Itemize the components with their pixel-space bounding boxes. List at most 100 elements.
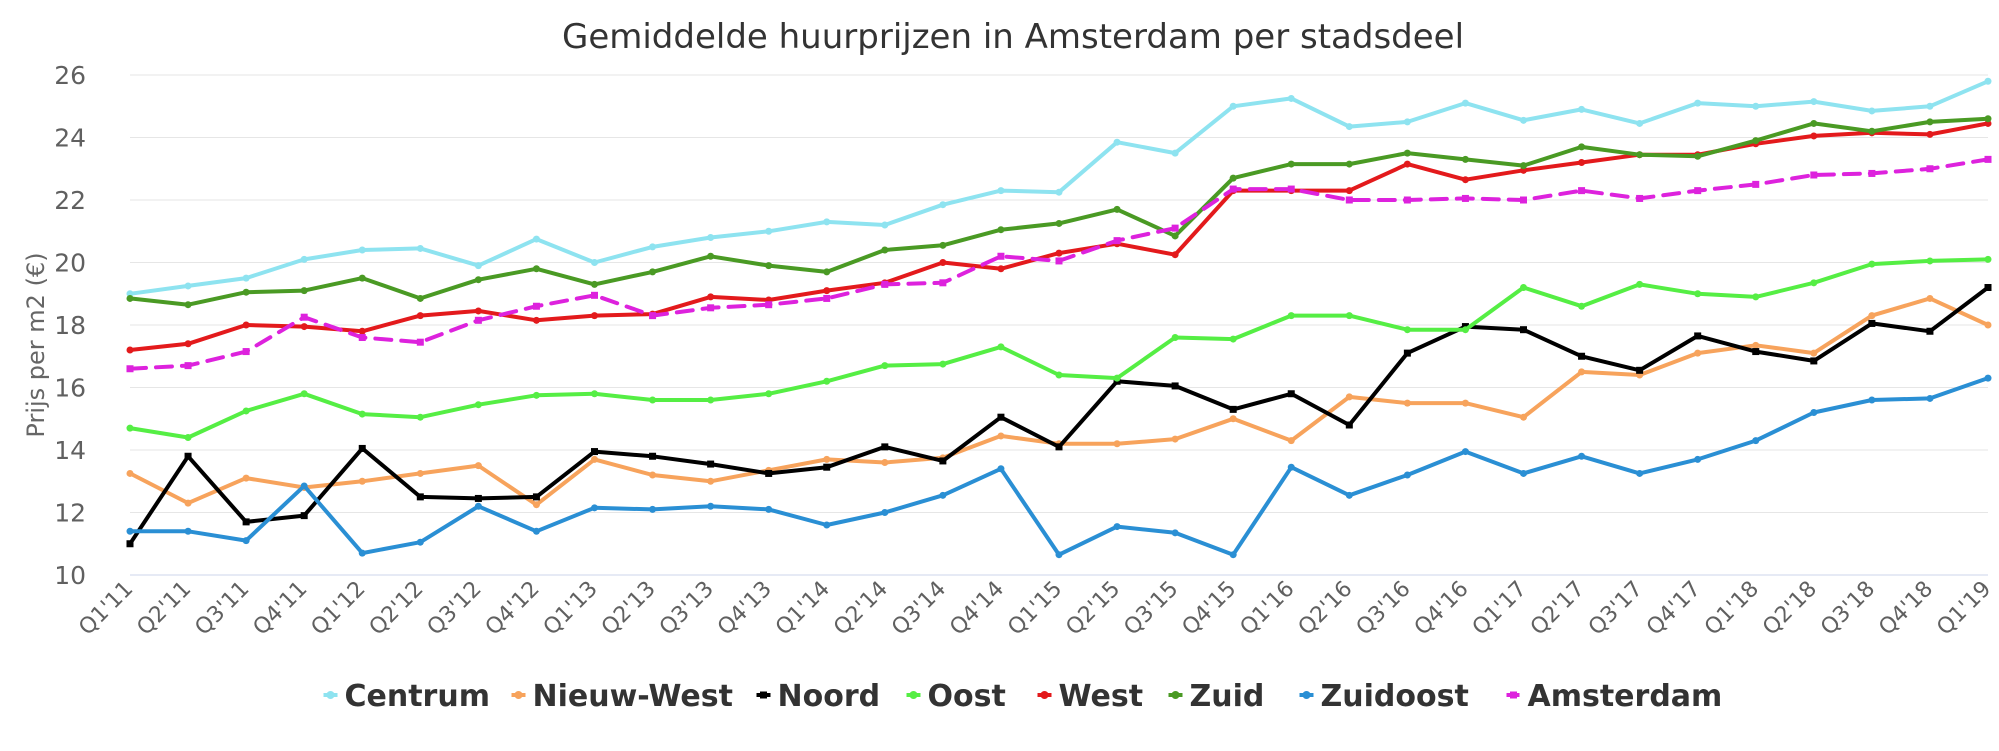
data-point bbox=[1636, 151, 1644, 159]
data-point bbox=[707, 502, 715, 510]
data-point bbox=[184, 527, 192, 535]
legend-marker bbox=[909, 691, 918, 699]
data-point bbox=[997, 413, 1005, 421]
data-point bbox=[242, 288, 250, 296]
data-point bbox=[1055, 443, 1063, 451]
data-point bbox=[416, 294, 424, 302]
data-point bbox=[997, 343, 1005, 351]
data-point bbox=[997, 265, 1005, 273]
data-point bbox=[416, 413, 424, 421]
data-point bbox=[881, 362, 889, 370]
data-point bbox=[1810, 132, 1818, 140]
data-point bbox=[823, 521, 831, 529]
y-tick-label: 10 bbox=[54, 561, 86, 590]
data-point bbox=[1171, 334, 1179, 341]
data-point bbox=[300, 255, 308, 263]
data-point bbox=[881, 509, 889, 516]
data-point bbox=[649, 471, 657, 479]
data-point bbox=[1403, 399, 1411, 407]
data-point bbox=[416, 312, 424, 320]
y-tick-label: 16 bbox=[54, 374, 86, 403]
data-point bbox=[1694, 187, 1702, 195]
data-point bbox=[242, 321, 250, 329]
data-point bbox=[474, 276, 482, 284]
x-tick-label: Q4'11 bbox=[249, 577, 313, 641]
data-point bbox=[474, 462, 482, 470]
legend-item-nieuw-west[interactable]: Nieuw-West bbox=[511, 679, 733, 714]
x-tick-label: Q2'12 bbox=[365, 577, 429, 641]
data-point bbox=[300, 287, 308, 295]
legend-marker bbox=[1040, 691, 1049, 699]
x-tick-label: Q4'14 bbox=[945, 577, 1009, 641]
legend-item-centrum[interactable]: Centrum bbox=[323, 679, 490, 714]
data-point bbox=[416, 493, 424, 501]
data-point bbox=[1752, 102, 1760, 110]
data-point bbox=[242, 407, 250, 415]
data-point bbox=[881, 280, 889, 288]
data-point bbox=[939, 201, 947, 209]
data-point bbox=[1171, 224, 1179, 232]
data-point bbox=[1752, 180, 1760, 188]
data-point bbox=[1868, 312, 1876, 320]
data-point bbox=[1810, 98, 1818, 106]
legend-item-zuidoost[interactable]: Zuidoost bbox=[1299, 679, 1469, 714]
data-point bbox=[1984, 115, 1992, 123]
data-point bbox=[649, 505, 657, 513]
x-tick-label: Q2'14 bbox=[829, 577, 893, 641]
data-point bbox=[1171, 251, 1179, 259]
x-tick-label: Q4'12 bbox=[481, 577, 545, 641]
legend-item-oost[interactable]: Oost bbox=[906, 679, 1006, 714]
x-tick-label: Q3'14 bbox=[887, 577, 951, 641]
data-point bbox=[1403, 160, 1411, 168]
data-point bbox=[1636, 194, 1644, 202]
x-tick-label: Q1'19 bbox=[1932, 577, 1996, 641]
legend-marker bbox=[1510, 691, 1517, 699]
data-point bbox=[300, 390, 308, 398]
data-point bbox=[1984, 155, 1992, 163]
data-point bbox=[649, 268, 657, 276]
data-point bbox=[126, 346, 134, 354]
data-point bbox=[1113, 237, 1121, 245]
data-point bbox=[1461, 155, 1469, 163]
legend-marker bbox=[326, 691, 335, 699]
data-point bbox=[1694, 332, 1702, 340]
data-point bbox=[1520, 116, 1527, 124]
data-point bbox=[1578, 187, 1586, 195]
data-point bbox=[1229, 185, 1237, 193]
data-point bbox=[1287, 185, 1295, 193]
data-point bbox=[997, 187, 1005, 195]
legend-item-west[interactable]: West bbox=[1037, 679, 1144, 714]
data-point bbox=[532, 493, 540, 501]
legend-item-zuid[interactable]: Zuid bbox=[1168, 679, 1265, 714]
data-point bbox=[1113, 523, 1121, 531]
data-point bbox=[939, 279, 947, 287]
data-point bbox=[1752, 137, 1760, 145]
data-point bbox=[184, 499, 192, 507]
data-point bbox=[1578, 352, 1586, 360]
series-west bbox=[126, 119, 1992, 354]
data-point bbox=[474, 316, 482, 324]
data-point bbox=[1694, 455, 1702, 463]
data-point bbox=[1229, 551, 1237, 559]
data-point bbox=[591, 390, 598, 398]
data-point bbox=[765, 390, 773, 398]
data-point bbox=[474, 494, 482, 502]
data-point bbox=[300, 313, 308, 321]
data-point bbox=[649, 396, 657, 404]
data-point bbox=[1636, 366, 1644, 374]
data-point bbox=[1520, 413, 1527, 421]
data-point bbox=[1055, 257, 1063, 265]
legend-item-amsterdam[interactable]: Amsterdam bbox=[1506, 679, 1723, 714]
data-point bbox=[532, 235, 540, 243]
data-point bbox=[1694, 152, 1702, 160]
legend-item-noord[interactable]: Noord bbox=[756, 679, 881, 714]
y-tick-label: 14 bbox=[54, 436, 86, 465]
data-point bbox=[1171, 232, 1179, 240]
data-point bbox=[1055, 188, 1063, 196]
data-point bbox=[126, 424, 134, 432]
data-point bbox=[1926, 102, 1934, 110]
data-point bbox=[1694, 349, 1702, 357]
data-point bbox=[1752, 293, 1760, 301]
x-tick-label: Q2'15 bbox=[1061, 577, 1125, 641]
